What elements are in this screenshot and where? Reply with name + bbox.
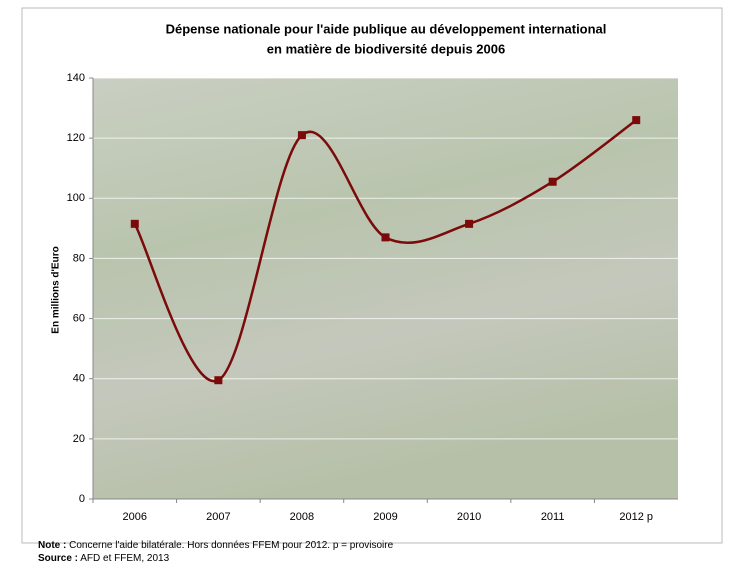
y-tick-label: 60	[73, 312, 85, 324]
y-tick-label: 80	[73, 252, 85, 264]
chart-title: Dépense nationale pour l'aide publique a…	[166, 21, 607, 36]
note-text: AFD et FFEM, 2013	[80, 553, 169, 563]
marker	[548, 177, 557, 186]
y-tick-label: 20	[73, 433, 85, 445]
x-tick-label: 2010	[457, 511, 481, 523]
note-label: Note :	[38, 540, 66, 551]
y-tick-label: 100	[67, 192, 85, 204]
x-tick-label: 2012 p	[619, 511, 653, 523]
y-tick-label: 0	[79, 493, 85, 505]
marker	[465, 219, 474, 228]
marker	[297, 131, 306, 140]
note-label: Source :	[38, 553, 78, 563]
line	[133, 119, 637, 383]
note-text: Concerne l'aide bilatérale. Hors données…	[69, 540, 393, 551]
marker	[214, 376, 223, 385]
y-axis-label: En millions d'Euro	[51, 246, 62, 333]
x-tick-label: 2011	[541, 511, 565, 523]
chart-title: en matière de biodiversité depuis 2006	[267, 41, 505, 56]
notes: Note : Concerne l'aide bilatérale. Hors …	[38, 540, 394, 564]
x-tick-label: 2007	[206, 511, 230, 523]
x-tick-label: 2009	[373, 511, 397, 523]
y-tick-label: 120	[67, 132, 85, 144]
note: Source : AFD et FFEM, 2013	[38, 553, 170, 563]
x-tick-label: 2006	[123, 511, 147, 523]
marker	[632, 116, 641, 125]
y-tick-label: 40	[73, 373, 85, 385]
y-tick-label: 140	[67, 72, 85, 84]
x-tick-label: 2008	[290, 511, 314, 523]
marker	[130, 219, 139, 228]
plot-background	[93, 78, 678, 499]
marker	[381, 233, 390, 242]
note: Note : Concerne l'aide bilatérale. Hors …	[38, 540, 394, 551]
